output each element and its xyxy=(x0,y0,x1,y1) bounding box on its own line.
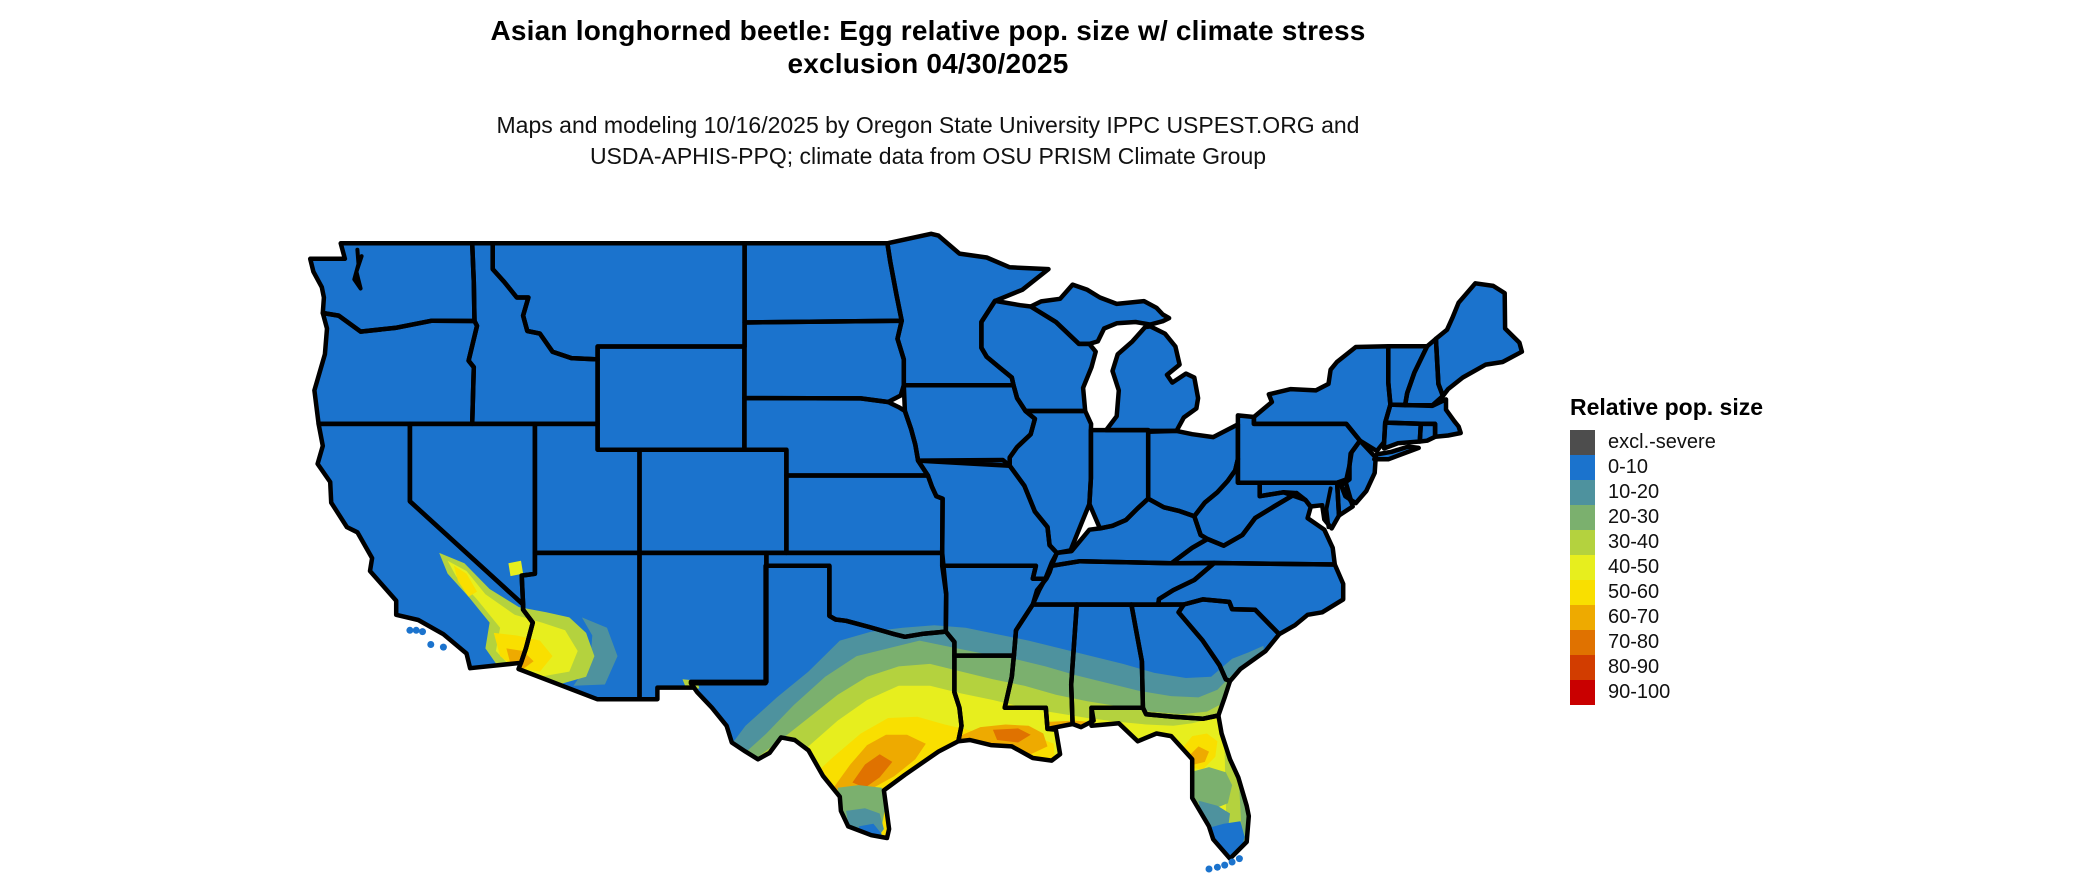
island-dots xyxy=(406,626,1243,873)
state-border-mil xyxy=(1103,324,1201,434)
state-borders xyxy=(307,231,1525,861)
island-dot xyxy=(1213,863,1221,871)
legend-swatch xyxy=(1570,555,1595,580)
legend-swatch xyxy=(1570,630,1595,655)
island-dot xyxy=(1235,855,1243,863)
legend-label: excl.-severe xyxy=(1608,431,1716,453)
legend-item: 10-20 xyxy=(1570,480,1763,505)
legend-item: 0-10 xyxy=(1570,455,1763,480)
legend-label: 40-50 xyxy=(1608,556,1660,578)
island-dot xyxy=(412,626,420,634)
map-overlay-b70 xyxy=(992,728,1031,743)
legend-swatch xyxy=(1570,605,1595,630)
map-overlay-b0 xyxy=(1204,821,1245,858)
state-fill-nm xyxy=(639,552,767,700)
map-overlay-b10 xyxy=(573,617,618,686)
island-dot xyxy=(419,628,426,636)
island-dot xyxy=(406,626,414,634)
state-fill-me xyxy=(1435,282,1523,397)
state-fill-nd xyxy=(744,242,903,323)
state-border-nc xyxy=(1155,560,1346,637)
coastline-detail xyxy=(1341,486,1353,504)
legend-swatch xyxy=(1570,430,1595,455)
map-overlay-b50 xyxy=(453,565,477,597)
legend-swatch xyxy=(1570,530,1595,555)
state-fill-ks xyxy=(786,475,944,554)
page-title-line2: exclusion 04/30/2025 xyxy=(787,48,1069,79)
legend-item: 80-90 xyxy=(1570,655,1763,680)
island-dot xyxy=(1205,865,1213,873)
state-fill-co xyxy=(639,449,787,554)
state-border-fl xyxy=(1089,705,1252,861)
legend-item: 40-50 xyxy=(1570,555,1763,580)
coastline-detail xyxy=(352,247,364,291)
legend-label: 90-100 xyxy=(1608,681,1671,703)
legend-item: 20-30 xyxy=(1570,505,1763,530)
legend-title: Relative pop. size xyxy=(1570,394,1764,420)
page-title-line1: Asian longhorned beetle: Egg relative po… xyxy=(490,15,1366,46)
legend-item: excl.-severe xyxy=(1570,430,1763,455)
state-border-miu xyxy=(1028,282,1172,347)
legend-label: 80-90 xyxy=(1608,656,1660,678)
state-fill-sd xyxy=(743,320,905,403)
legend-item: 60-70 xyxy=(1570,605,1763,630)
legend-label: 10-20 xyxy=(1608,481,1660,503)
map-overlay-b40 xyxy=(508,560,524,577)
legend-swatch xyxy=(1570,680,1595,705)
legend-item: 70-80 xyxy=(1570,630,1763,655)
map-header: Asian longhorned beetle: Egg relative po… xyxy=(0,14,1856,172)
state-fills xyxy=(309,233,1523,860)
legend-label: 70-80 xyxy=(1608,631,1660,653)
subtitle-line1: Maps and modeling 10/16/2025 by Oregon S… xyxy=(496,112,1360,138)
legend-item: 50-60 xyxy=(1570,580,1763,605)
legend-label: 20-30 xyxy=(1608,506,1660,528)
legend-swatch xyxy=(1570,505,1595,530)
island-dot xyxy=(427,641,435,648)
state-fill-wy xyxy=(597,346,745,451)
legend-item: 30-40 xyxy=(1570,530,1763,555)
legend-swatch xyxy=(1570,655,1595,680)
map-overlay-b20 xyxy=(1188,767,1233,811)
legend-label: 0-10 xyxy=(1608,456,1649,478)
legend-label: 60-70 xyxy=(1608,606,1660,628)
state-border-me xyxy=(1433,281,1525,399)
coastline-detail xyxy=(1324,486,1333,530)
legend-swatch xyxy=(1570,455,1595,480)
legend-items: excl.-severe 0-10 10-20 20-30 30-40 40-50 50-6… xyxy=(1570,430,1763,705)
subtitle-line2: USDA-APHIS-PPQ; climate data from OSU PR… xyxy=(589,143,1267,169)
island-dot xyxy=(1228,858,1236,866)
legend-swatch xyxy=(1570,580,1595,605)
legend-swatch xyxy=(1570,480,1595,505)
island-dot xyxy=(1221,861,1229,869)
legend-label: 50-60 xyxy=(1608,581,1660,603)
map-overlay-b70 xyxy=(852,754,893,788)
state-border-li xyxy=(1372,444,1421,462)
island-dot xyxy=(439,643,447,651)
state-border-tx xyxy=(688,563,964,841)
map-subtitle: Maps and modeling 10/16/2025 by Oregon S… xyxy=(0,110,1856,172)
legend-item: 90-100 xyxy=(1570,680,1763,705)
legend: Relative pop. size excl.-severe 0-10 10-20… xyxy=(1570,394,1763,705)
legend-label: 30-40 xyxy=(1608,531,1660,553)
